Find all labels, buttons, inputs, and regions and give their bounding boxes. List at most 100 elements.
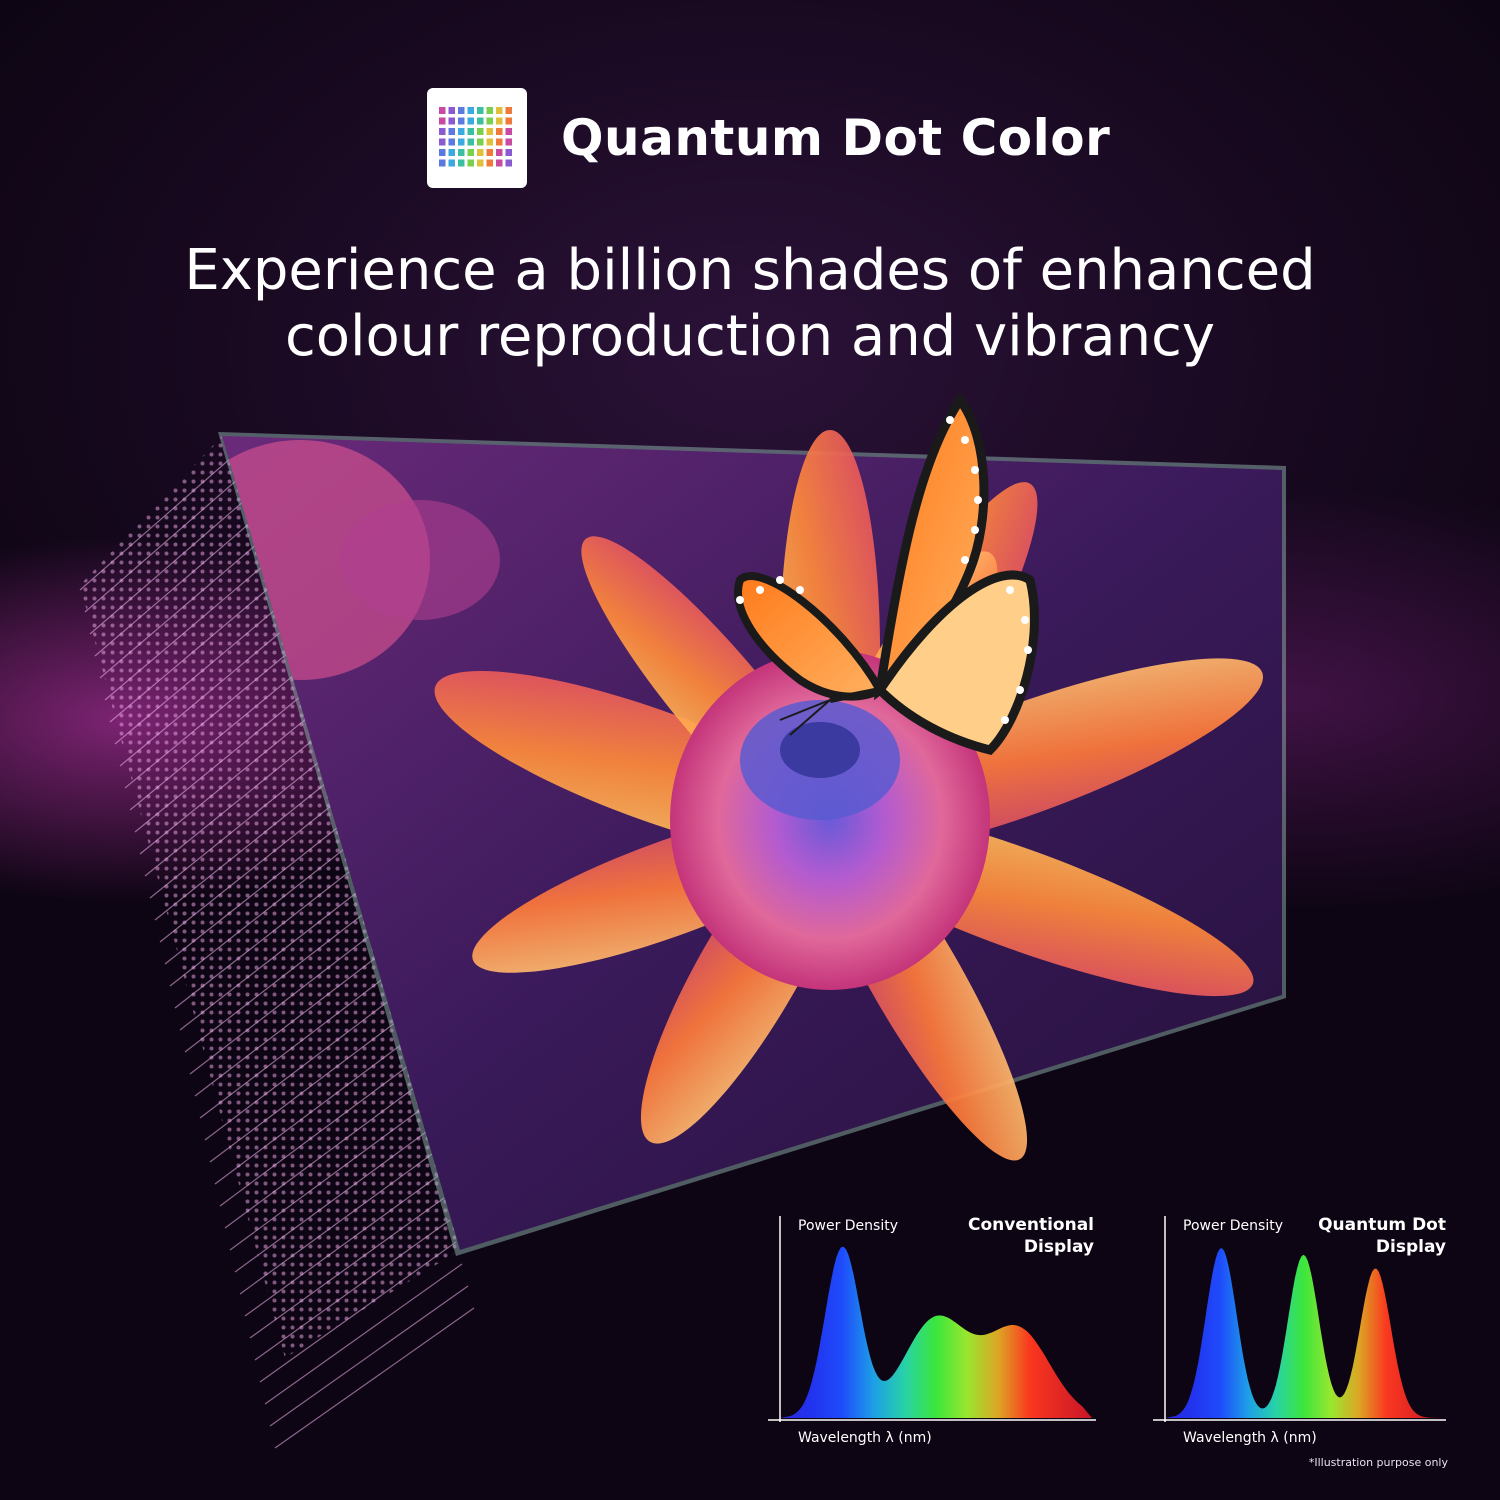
logo-dot [458,159,465,167]
light-streak [139,713,313,855]
wing-spot [961,436,969,444]
logo-dot [458,138,465,146]
flower-core [670,650,990,990]
logo-dot [477,149,484,156]
logo-dot [496,138,503,146]
light-streak [134,691,307,833]
logo-dot [505,117,512,125]
light-streak [204,999,391,1141]
logo-dot [486,107,493,114]
light-streak [94,515,259,657]
light-streak [79,449,241,591]
chart-title-line-1: Quantum Dot [1318,1215,1446,1235]
light-streak [199,977,385,1119]
logo-dot [505,138,512,146]
light-streak [99,537,265,679]
logo-dot [505,159,512,167]
light-streak [164,823,343,965]
logo-dot [448,107,455,114]
light-streak [214,1043,403,1185]
logo-dot [496,149,503,156]
x-axis-label: Wavelength λ (nm) [798,1430,932,1446]
logo-dot [467,138,474,146]
light-streak [234,1131,427,1273]
light-streak [239,1153,433,1295]
logo-dot [496,117,503,125]
logo-dot [505,128,512,135]
light-streak [274,1307,475,1449]
wing-spot [1006,586,1014,594]
light-streak [84,471,247,613]
logo-dot [477,117,484,125]
light-streak [154,779,331,921]
wing-spot [946,416,954,424]
x-axis-label: Wavelength λ (nm) [1183,1430,1317,1446]
logo-dot [496,107,503,114]
logo-dot [439,107,446,114]
logo-dot [448,138,455,146]
light-streak [149,757,325,899]
light-streak [109,581,277,723]
logo-dot [486,138,493,146]
wing-spot [961,556,969,564]
logo-dot [439,138,446,146]
wing-spot [1021,616,1029,624]
disclaimer-footnote: *Illustration purpose only [1308,1456,1448,1469]
spectrum-area [780,1246,1092,1418]
logo-dot [439,128,446,135]
light-streak [124,647,295,789]
brand-title: Quantum Dot Color [561,109,1111,167]
light-streak [269,1285,469,1427]
spectrum-chart-quantum-dot: Power Density Quantum Dot Display Wavele… [1150,1212,1450,1452]
logo-dot [458,107,465,114]
wing-spot [1001,716,1009,724]
logo-dot [467,159,474,167]
chart-title-line-2: Display [1375,1237,1446,1257]
chart-title-line-2: Display [1023,1237,1094,1257]
wing-spot [971,526,979,534]
light-streak [254,1219,451,1361]
spectrum-plot-quantum-dot [1153,1216,1446,1422]
y-axis-label: Power Density [1183,1218,1284,1234]
logo-dot [505,149,512,156]
light-streak [144,735,319,877]
logo-dot [467,107,474,114]
brand-header: Quantum Dot Color [427,88,1110,188]
light-streak [169,845,349,987]
headline: Experience a billion shades of enhanced … [0,238,1500,370]
logo-dot [448,128,455,135]
spectrum-plot-conventional [768,1216,1096,1422]
logo-dot [486,159,493,167]
logo-dot [467,117,474,125]
wing-spot [776,576,784,584]
light-streak [194,955,379,1097]
light-streak [224,1087,415,1229]
wing-spot [974,496,982,504]
light-streak [249,1197,445,1339]
chart-title: Conventional Display [968,1214,1094,1258]
logo-dot [439,149,446,156]
light-streak [209,1021,397,1163]
spectrum-chart-conventional: Power Density Conventional Display Wavel… [765,1212,1100,1452]
logo-dot [439,159,446,167]
headline-line-1: Experience a billion shades of enhanced [184,238,1316,303]
headline-line-2: colour reproduction and vibrancy [284,304,1216,369]
logo-dot [486,117,493,125]
logo-dot [496,159,503,167]
light-streak [174,867,355,1009]
light-streak [184,911,367,1053]
wing-spot [1016,686,1024,694]
light-streak [179,889,361,1031]
chart-title-line-1: Conventional [967,1215,1094,1235]
spectrum-area [1165,1248,1442,1418]
light-streak [189,933,373,1075]
logo-dot [477,128,484,135]
light-streak [264,1263,463,1405]
light-streak [104,559,271,701]
wing-spot [971,466,979,474]
logo-dot [477,107,484,114]
light-streak [119,625,289,767]
logo-dot [467,149,474,156]
logo-dot [496,128,503,135]
